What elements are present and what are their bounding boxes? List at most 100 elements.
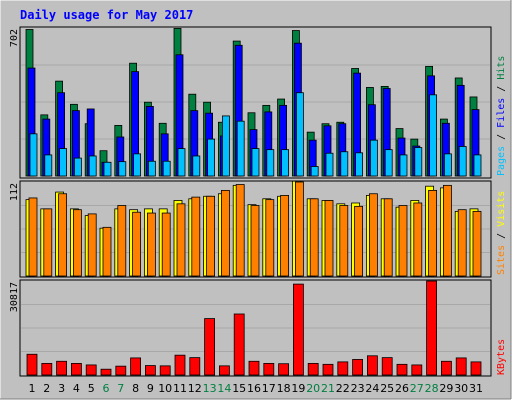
day-label: 3 (58, 382, 65, 395)
pages-bar (310, 166, 319, 177)
day-label: 11 (173, 382, 187, 395)
day-label: 8 (132, 382, 139, 395)
pages-bar (340, 151, 349, 177)
pages-bar (281, 149, 290, 177)
pages-bar (325, 152, 334, 177)
chart-title: Daily usage for May 2017 (20, 8, 193, 22)
sites-bar (176, 203, 186, 277)
day-label: 17 (262, 382, 276, 395)
pages-bar (207, 138, 216, 177)
pages-bar (88, 155, 97, 177)
sites-bar (250, 205, 260, 277)
day-label: 27 (410, 382, 424, 395)
sites-bar (413, 202, 423, 277)
sites-bar (220, 189, 230, 277)
kbytes-bar (307, 363, 319, 376)
kbytes-bar (26, 353, 38, 376)
kbytes-bar (411, 364, 423, 376)
kbytes-bar (71, 363, 82, 376)
kbytes-bar (174, 354, 186, 376)
day-label: 29 (439, 382, 453, 395)
legend-pages: Pages (496, 146, 507, 176)
sites-bar (132, 211, 142, 277)
kbytes-bar (130, 357, 142, 376)
kbytes-bar (159, 365, 171, 376)
pages-bar (399, 154, 408, 177)
sites-bar (354, 205, 364, 277)
sites-bar (87, 213, 97, 277)
sites-bar (43, 208, 53, 277)
kbytes-bar (144, 365, 156, 376)
pages-bar (251, 148, 260, 177)
day-label: 22 (336, 382, 350, 395)
day-label: 13 (203, 382, 217, 395)
hits-panel-legend: Pages / Files / Hits (496, 56, 507, 176)
sites-bar (206, 195, 216, 277)
visits-max-label: 112 (9, 183, 20, 201)
pages-bar (192, 155, 201, 177)
day-label: 20 (306, 382, 320, 395)
kbytes-max-label: 30817 (9, 282, 20, 312)
pages-bar (44, 154, 53, 177)
sites-bar (191, 196, 201, 277)
day-labels: 1 2 3 4 5 6 7 8 9 10 11 12 13 14 15 16 17 18 19 20 21 22 23 24 2… (29, 382, 484, 395)
pages-bar (236, 120, 245, 177)
pages-bar (221, 115, 230, 177)
kbytes-bar (366, 355, 378, 376)
kbytes-bar (322, 363, 334, 376)
sites-bar (398, 205, 408, 277)
pages-bar (177, 148, 186, 177)
hits-max-label: 702 (9, 29, 20, 47)
day-label: 25 (380, 382, 394, 395)
pages-bar (473, 154, 482, 177)
legend-kbytes: KBytes (496, 339, 507, 375)
legend-sites: Sites (496, 245, 507, 275)
pages-bar (147, 160, 156, 177)
day-label: 18 (277, 382, 291, 395)
kbytes-bar (337, 361, 349, 376)
sites-bar (146, 212, 156, 277)
sites-bar (58, 193, 67, 277)
pages-bar (429, 94, 438, 177)
day-label: 5 (88, 382, 95, 395)
pages-bar (29, 133, 38, 177)
kbytes-bar (233, 313, 245, 376)
sites-bar (472, 210, 482, 277)
visits-panel-legend: Sites / Visits (496, 191, 507, 275)
day-label: 9 (147, 382, 154, 395)
day-label: 26 (395, 382, 409, 395)
sites-bar (117, 205, 127, 277)
sites-bar (294, 181, 304, 277)
kbytes-bar (218, 365, 230, 376)
sites-bar (442, 184, 452, 277)
legend-visits: Visits (496, 191, 507, 227)
sites-bar (383, 198, 393, 277)
pages-bar (355, 152, 364, 177)
day-label: 12 (188, 382, 202, 395)
kbytes-bar (278, 363, 290, 376)
sites-bar (339, 205, 349, 277)
pages-bar (414, 147, 423, 177)
sites-bar (102, 226, 112, 277)
pages-bar (74, 157, 82, 177)
sites-bar (428, 189, 438, 277)
kbytes-bar (292, 283, 304, 376)
pages-bar (295, 92, 304, 177)
pages-bar (266, 149, 275, 177)
bar-marks (25, 28, 482, 376)
kbytes-bar (204, 318, 216, 376)
kbytes-bar (85, 364, 97, 376)
kbytes-bar (100, 368, 112, 376)
pages-bar (162, 160, 171, 177)
pages-bar (103, 161, 112, 177)
kbytes-bar (115, 365, 127, 376)
day-label: 30 (454, 382, 468, 395)
kbytes-bar (56, 360, 67, 376)
kbytes-panel-legend: KBytes (496, 339, 507, 375)
sites-bar (265, 199, 275, 277)
sites-bar (368, 193, 378, 277)
day-label: 2 (43, 382, 50, 395)
sites-bar (73, 209, 82, 277)
kbytes-bar (426, 280, 438, 376)
